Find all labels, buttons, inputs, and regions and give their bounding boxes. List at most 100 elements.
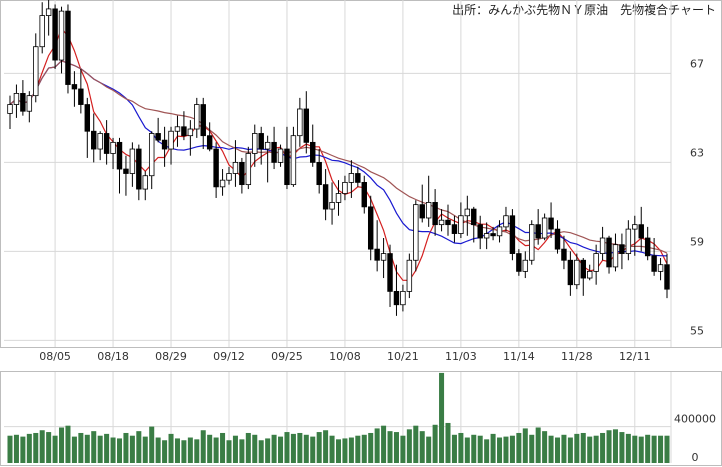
- candle-body-down: [239, 161, 245, 186]
- candle: [71, 71, 78, 107]
- candle: [387, 244, 393, 307]
- moving-average-lines: [9, 27, 668, 281]
- candle-body-down: [374, 248, 380, 261]
- volume-bar: [239, 439, 245, 463]
- volume-bar: [529, 434, 535, 463]
- candle-body-up: [232, 161, 239, 174]
- volume-bar: [123, 432, 129, 463]
- candle-body-up: [142, 175, 148, 190]
- ma-short-line: [9, 27, 668, 281]
- candle-body-up: [400, 290, 406, 306]
- candle-body-up: [168, 130, 174, 150]
- candle-body-up: [33, 46, 39, 97]
- candle-body-down: [213, 148, 219, 188]
- candle-body-down: [554, 228, 561, 250]
- candle: [277, 144, 284, 167]
- candle-body-down: [103, 133, 110, 154]
- volume-bar: [174, 438, 180, 463]
- candle: [187, 120, 194, 156]
- volume-bar: [509, 435, 515, 463]
- candle: [406, 253, 413, 299]
- candle-body-down: [490, 233, 496, 237]
- candle-body-down: [548, 217, 554, 230]
- candle-body-up: [13, 93, 20, 105]
- candle: [477, 215, 483, 250]
- chart-title: 出所：みんかぶ先物ＮＹ原油 先物複合チャート: [452, 2, 716, 17]
- volume-bar: [84, 434, 90, 463]
- candle: [290, 126, 297, 187]
- candle: [657, 258, 664, 281]
- candle-body-down: [367, 206, 374, 250]
- candle-body-up: [438, 219, 445, 226]
- axes: 55 59 63 67 08/05 08/18 08/29 09/12 09/25 10/08 10…: [39, 57, 716, 464]
- candle: [593, 244, 599, 285]
- candle: [284, 126, 290, 190]
- volume-bar: [226, 440, 232, 463]
- date-tick-label: 11/28: [561, 350, 593, 363]
- volume-bar: [600, 432, 606, 463]
- candle: [432, 189, 438, 236]
- candle: [516, 249, 522, 276]
- volume-bar: [458, 432, 464, 463]
- date-tick-label: 11/14: [503, 350, 535, 363]
- candle-body-up: [194, 104, 200, 130]
- volume-bar: [335, 439, 342, 463]
- candle: [13, 84, 20, 118]
- candle-body-down: [316, 161, 322, 186]
- volume-bar: [323, 430, 329, 463]
- candle: [638, 206, 644, 252]
- candle: [65, 4, 71, 94]
- candle-body-up: [496, 226, 503, 237]
- candle-body-up: [586, 270, 593, 279]
- volume-bar: [554, 437, 561, 463]
- candle: [574, 253, 580, 290]
- volume-bar: [355, 435, 361, 463]
- volume-bar: [52, 435, 58, 463]
- candle: [45, 0, 52, 36]
- volume-bar: [645, 434, 651, 463]
- candle: [155, 117, 161, 143]
- candle: [509, 209, 516, 261]
- volume-bar: [625, 433, 631, 463]
- candle: [245, 146, 252, 190]
- candle-body-down: [155, 133, 161, 141]
- candle-body-down: [52, 8, 58, 61]
- date-tick-label: 09/25: [271, 350, 303, 363]
- candle: [561, 235, 567, 270]
- candle: [367, 195, 374, 261]
- candle-body-down: [310, 141, 316, 163]
- candle: [612, 233, 619, 272]
- volume-bar: [387, 431, 393, 463]
- volume-bar: [168, 433, 174, 463]
- candle-body-down: [84, 104, 91, 132]
- volume-bar: [7, 435, 13, 463]
- candle: [451, 215, 458, 243]
- volume-bar: [368, 432, 374, 463]
- candle-body-up: [264, 141, 271, 150]
- candle-body-down: [393, 290, 400, 306]
- volume-bar: [593, 435, 599, 463]
- candle-body-down: [78, 88, 84, 105]
- volume-bar: [13, 434, 19, 463]
- candle: [226, 166, 232, 185]
- date-tick-label: 10/21: [387, 350, 419, 363]
- candle-body-down: [116, 141, 123, 170]
- volume-bar: [290, 433, 296, 463]
- candle-body-down: [580, 259, 586, 279]
- candle-body-down: [606, 237, 612, 268]
- candle-body-down: [161, 139, 168, 150]
- date-tick-label: 08/18: [97, 350, 129, 363]
- volume-bar: [451, 434, 457, 463]
- candle: [619, 233, 625, 270]
- volume-bar: [252, 434, 258, 463]
- candle-body-up: [329, 202, 335, 210]
- volume-bar: [664, 435, 670, 463]
- candle-body-up: [458, 215, 464, 234]
- volume-bar: [651, 435, 657, 463]
- candle: [103, 120, 110, 165]
- volume-bar: [419, 431, 425, 463]
- candle-body-up: [97, 133, 103, 150]
- candle-body-up: [529, 224, 535, 261]
- candle-body-up: [593, 253, 599, 272]
- candle-body-down: [638, 224, 644, 239]
